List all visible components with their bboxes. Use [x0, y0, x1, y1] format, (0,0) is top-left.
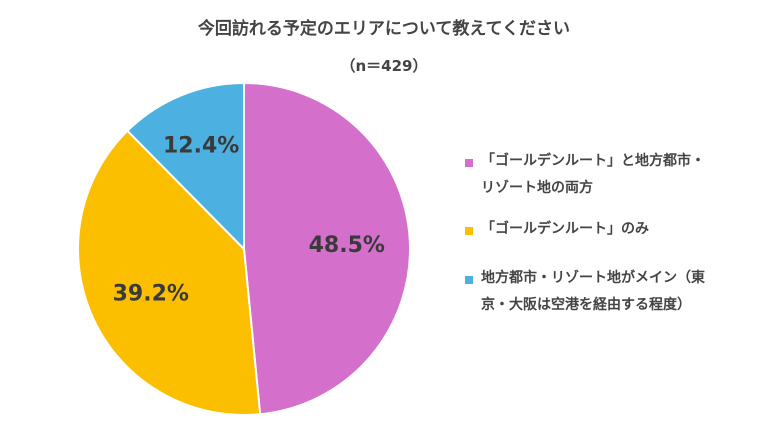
legend: 「ゴールデンルート」と地方都市・ リゾート地の両方 「ゴールデンルート」のみ 地…	[465, 148, 755, 329]
legend-item-both: 「ゴールデンルート」と地方都市・ リゾート地の両方	[465, 148, 755, 202]
legend-swatch-both	[465, 159, 473, 167]
legend-swatch-regional-main	[465, 276, 473, 284]
legend-label-both: 「ゴールデンルート」と地方都市・ リゾート地の両方	[481, 153, 705, 196]
pie-label-both: 48.5%	[309, 233, 385, 258]
legend-item-regional-main: 地方都市・リゾート地がメイン（東 京・大阪は空港を経由する程度）	[465, 265, 755, 319]
legend-swatch-golden-route-only	[465, 227, 473, 235]
chart-subtitle: （n＝429）	[340, 57, 428, 75]
legend-item-golden-route-only: 「ゴールデンルート」のみ	[465, 216, 755, 243]
pie-slice-golden-route-only	[77, 129, 262, 416]
pie-slice-regional-main	[126, 81, 245, 252]
chart-title: 今回訪れる予定のエリアについて教えてください	[197, 19, 571, 39]
pie-slice-both	[243, 81, 411, 416]
legend-label-golden-route-only: 「ゴールデンルート」のみ	[481, 221, 649, 237]
pie-label-golden-route-only: 39.2%	[113, 282, 189, 307]
pie-label-regional-main: 12.4%	[163, 134, 239, 159]
legend-label-regional-main: 地方都市・リゾート地がメイン（東 京・大阪は空港を経由する程度）	[481, 270, 705, 313]
